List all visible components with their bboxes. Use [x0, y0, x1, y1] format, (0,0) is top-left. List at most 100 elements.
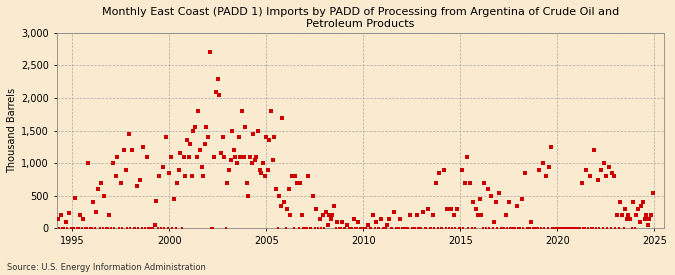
- Point: [414, 226, 425, 231]
- Point: [209, 155, 220, 159]
- Point: [367, 213, 378, 218]
- Point: [219, 155, 230, 159]
- Point: [497, 226, 508, 231]
- Point: [132, 184, 142, 188]
- Point: [84, 226, 95, 231]
- Point: [281, 207, 292, 211]
- Point: [579, 226, 590, 231]
- Point: [105, 226, 116, 231]
- Point: [133, 226, 144, 231]
- Point: [292, 181, 302, 185]
- Point: [574, 226, 585, 231]
- Point: [557, 226, 568, 231]
- Point: [236, 109, 247, 113]
- Point: [269, 135, 279, 139]
- Point: [491, 200, 502, 205]
- Point: [271, 187, 281, 191]
- Point: [618, 226, 629, 231]
- Point: [554, 226, 564, 231]
- Point: [513, 226, 524, 231]
- Point: [290, 174, 300, 178]
- Point: [67, 226, 78, 231]
- Point: [361, 226, 372, 231]
- Point: [51, 226, 61, 231]
- Point: [325, 216, 336, 221]
- Point: [427, 213, 438, 218]
- Point: [371, 220, 381, 224]
- Point: [256, 171, 267, 175]
- Point: [232, 161, 242, 166]
- Point: [65, 226, 76, 231]
- Point: [529, 226, 540, 231]
- Point: [358, 226, 369, 231]
- Point: [366, 226, 377, 231]
- Point: [301, 226, 312, 231]
- Point: [508, 226, 519, 231]
- Point: [109, 226, 119, 231]
- Point: [500, 213, 511, 218]
- Point: [373, 226, 383, 231]
- Point: [492, 226, 503, 231]
- Point: [220, 226, 231, 231]
- Point: [495, 226, 506, 231]
- Point: [603, 164, 614, 169]
- Point: [49, 225, 60, 229]
- Point: [555, 226, 566, 231]
- Point: [643, 223, 653, 227]
- Point: [566, 226, 577, 231]
- Point: [321, 210, 331, 214]
- Point: [157, 164, 168, 169]
- Point: [254, 167, 265, 172]
- Point: [70, 196, 81, 200]
- Point: [570, 226, 580, 231]
- Point: [252, 128, 263, 133]
- Point: [128, 226, 139, 231]
- Point: [303, 174, 314, 178]
- Point: [207, 226, 218, 231]
- Point: [288, 226, 299, 231]
- Point: [223, 167, 234, 172]
- Point: [419, 226, 430, 231]
- Point: [620, 207, 630, 211]
- Point: [479, 181, 490, 185]
- Point: [418, 210, 429, 214]
- Point: [537, 161, 548, 166]
- Point: [172, 181, 183, 185]
- Point: [395, 216, 406, 221]
- Point: [205, 50, 215, 55]
- Point: [369, 226, 380, 231]
- Point: [250, 158, 261, 162]
- Point: [521, 226, 532, 231]
- Point: [89, 226, 100, 231]
- Point: [322, 223, 333, 227]
- Point: [124, 132, 134, 136]
- Point: [408, 226, 418, 231]
- Point: [632, 207, 643, 211]
- Point: [182, 138, 192, 143]
- Point: [429, 226, 440, 231]
- Point: [410, 226, 421, 231]
- Point: [374, 226, 385, 231]
- Point: [180, 174, 191, 178]
- Point: [340, 226, 351, 231]
- Point: [434, 171, 445, 175]
- Point: [190, 125, 200, 130]
- Point: [235, 155, 246, 159]
- Point: [234, 135, 244, 139]
- Point: [266, 109, 277, 113]
- Point: [405, 213, 416, 218]
- Point: [605, 226, 616, 231]
- Point: [518, 226, 529, 231]
- Point: [81, 226, 92, 231]
- Point: [196, 164, 207, 169]
- Point: [346, 226, 357, 231]
- Point: [624, 216, 635, 221]
- Point: [295, 181, 306, 185]
- Point: [534, 167, 545, 172]
- Point: [612, 213, 622, 218]
- Point: [416, 226, 427, 231]
- Point: [484, 226, 495, 231]
- Point: [272, 226, 283, 231]
- Point: [142, 226, 153, 231]
- Point: [563, 226, 574, 231]
